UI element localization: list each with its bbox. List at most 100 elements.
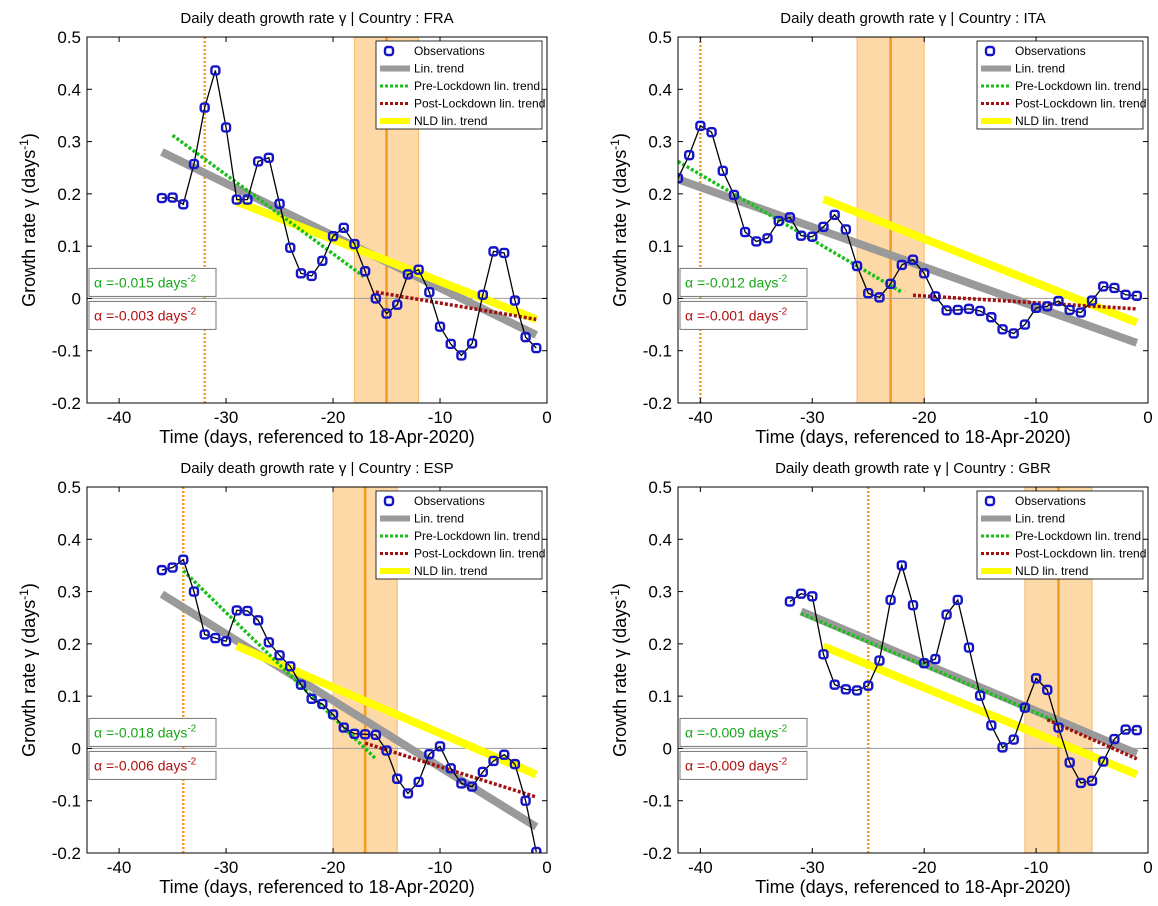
- y-tick-label: -0.1: [52, 342, 81, 361]
- axes-box: [677, 36, 1149, 404]
- observation-marker: [695, 120, 706, 132]
- legend: Observations Lin. trend Pre-Lockdown lin. …: [375, 490, 545, 580]
- observation-marker: [531, 342, 542, 354]
- observation-marker: [327, 231, 339, 242]
- alpha-annotation-text: α =-0.003 days-2: [94, 306, 197, 323]
- post-lockdown-trend-line: [375, 290, 537, 322]
- observation-marker: [829, 679, 840, 690]
- lin-trend-line: [159, 590, 539, 831]
- observation-marker: [1030, 302, 1042, 314]
- x-tick-label: -40: [688, 858, 713, 877]
- axes-box: [86, 486, 548, 854]
- legend-label: Pre-Lockdown lin. trend: [1015, 529, 1141, 543]
- y-tick-label: -0.2: [52, 844, 81, 863]
- observation-marker: [963, 303, 975, 315]
- x-tick-label: -10: [428, 858, 453, 877]
- legend-box: [375, 40, 543, 130]
- observation-marker: [520, 795, 531, 806]
- y-axis-label-text: Growth rate γ (days: [19, 600, 39, 757]
- legend-label: NLD lin. trend: [414, 564, 487, 578]
- observation-marker: [1030, 673, 1042, 684]
- observation-marker: [874, 292, 885, 303]
- x-tick-label: -30: [214, 408, 239, 427]
- observation-marker: [1053, 295, 1064, 307]
- alpha-annotation: α =-0.003 days-2: [88, 300, 217, 330]
- observation-marker: [840, 684, 852, 695]
- legend-marker-observations: [383, 45, 395, 57]
- observation-marker: [434, 741, 446, 752]
- observation-marker: [1109, 282, 1120, 294]
- observation-marker: [231, 605, 242, 616]
- lin-trend-line: [678, 175, 1139, 347]
- observation-marker: [285, 661, 296, 672]
- observation-marker: [456, 778, 467, 789]
- y-tick-label: -0.1: [643, 342, 672, 361]
- y-axis-label-sup: -1: [608, 139, 622, 150]
- observation-marker: [274, 650, 285, 661]
- alpha-annotation-text: α =-0.009 days-2: [685, 723, 788, 740]
- observation-marker: [210, 65, 221, 76]
- observation-marker: [874, 655, 885, 666]
- observation-marker: [424, 286, 435, 298]
- legend-label: Observations: [1015, 494, 1086, 508]
- observation-marker: [974, 690, 986, 701]
- observation-marker: [252, 615, 264, 626]
- y-axis-label-sup: -1: [608, 589, 622, 600]
- observation-marker: [930, 291, 941, 302]
- y-tick-label: 0.5: [648, 28, 672, 47]
- observation-marker: [863, 288, 874, 299]
- observation-marker: [349, 238, 360, 250]
- alpha-annotation-box: [88, 750, 217, 780]
- observation-marker: [1053, 722, 1064, 733]
- observation-marker: [918, 268, 930, 279]
- x-tick-label: -30: [214, 858, 239, 877]
- legend-box: [976, 40, 1144, 130]
- alpha-annotation-label: α =-0.009 days: [685, 724, 778, 740]
- x-tick-label: -10: [1024, 858, 1049, 877]
- observation-marker: [773, 215, 784, 227]
- observation-marker: [178, 554, 189, 565]
- observation-marker: [199, 629, 210, 640]
- x-tick-label: -20: [912, 858, 937, 877]
- y-tick-label: 0.3: [648, 583, 672, 602]
- observation-marker: [317, 698, 328, 710]
- observation-marker: [295, 679, 307, 690]
- legend: Observations Lin. trend Pre-Lockdown lin. …: [976, 490, 1146, 580]
- y-axis-label: Growth rate γ (days-1): [17, 583, 39, 757]
- legend-label: Lin. trend: [1015, 62, 1065, 76]
- x-tick-label: -20: [321, 858, 346, 877]
- observation-marker: [986, 720, 997, 731]
- observation-marker: [370, 293, 382, 304]
- observation-marker: [242, 194, 253, 205]
- observation-marker: [466, 781, 478, 792]
- observation-marker: [156, 192, 168, 204]
- observation-marker: [717, 165, 728, 177]
- nld-trend-line: [822, 195, 1139, 327]
- legend-label: Pre-Lockdown lin. trend: [414, 79, 540, 93]
- observation-marker: [338, 222, 349, 234]
- alpha-annotation-box: [88, 717, 217, 747]
- x-tick-label: -40: [688, 408, 713, 427]
- alpha-annotation: α =-0.009 days-2: [679, 750, 808, 780]
- alpha-annotation-label: α =-0.009 days: [685, 757, 778, 773]
- y-tick-label: 0.1: [57, 237, 81, 256]
- lin-trend-line: [799, 607, 1139, 758]
- y-axis-label-end: ): [19, 133, 39, 139]
- legend-box: [375, 490, 543, 580]
- alpha-annotation-label: α =-0.015 days: [94, 274, 187, 290]
- observation-marker: [263, 152, 275, 163]
- observation-marker: [520, 331, 531, 343]
- observation-marker: [1008, 328, 1019, 339]
- x-tick-label: -20: [912, 408, 937, 427]
- alpha-annotation-sup: -2: [778, 306, 787, 317]
- x-tick-label: 0: [1143, 408, 1152, 427]
- observation-marker: [941, 305, 952, 316]
- y-tick-label: 0.2: [648, 635, 672, 654]
- observation-marker: [306, 270, 317, 282]
- legend-label: Post-Lockdown lin. trend: [1015, 547, 1146, 561]
- post-lockdown-trend-line: [912, 293, 1137, 311]
- observation-marker: [156, 564, 168, 576]
- legend-label: NLD lin. trend: [1015, 114, 1088, 128]
- alpha-annotation-text: α =-0.006 days-2: [94, 756, 197, 773]
- observation-marker: [728, 189, 740, 201]
